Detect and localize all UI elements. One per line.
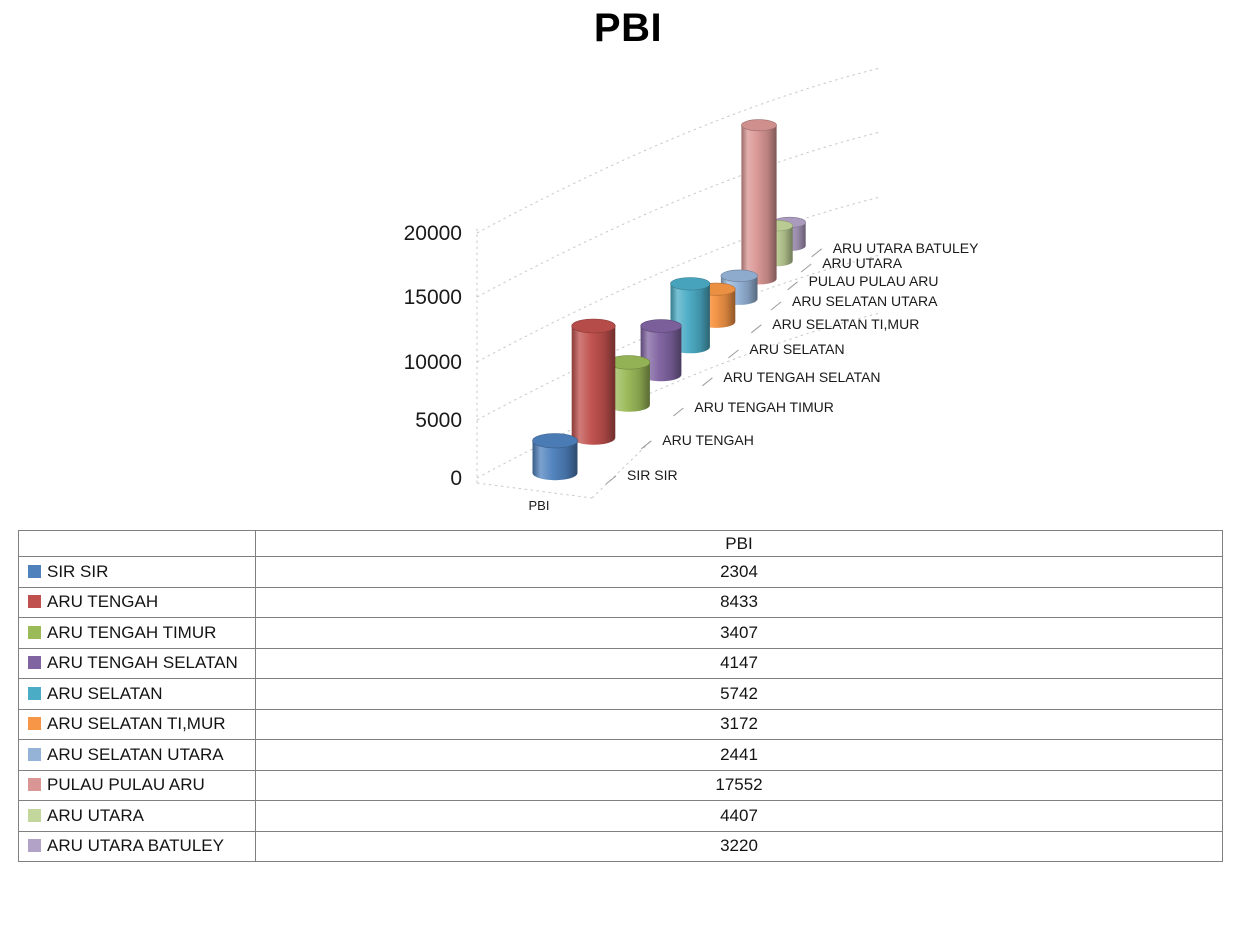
y-tick-label: 20000 — [404, 222, 462, 245]
row-value-cell: 2304 — [255, 556, 1223, 588]
table-row: ARU SELATAN UTARA 2441 — [18, 739, 1223, 771]
row-value-cell: 3172 — [255, 708, 1223, 740]
category-label: ARU UTARA — [822, 255, 903, 271]
cylinder-aru-tengah-timur — [607, 355, 651, 412]
cylinder-pulau-pulau-aru — [741, 119, 777, 285]
y-tick-label: 15000 — [404, 286, 462, 309]
table-row: ARU TENGAH SELATAN 4147 — [18, 647, 1223, 679]
table-row: ARU UTARA BATULEY 3220 — [18, 830, 1223, 862]
y-tick-label: 0 — [450, 467, 462, 490]
legend-swatch — [28, 778, 41, 792]
row-label: ARU UTARA — [47, 805, 144, 825]
row-label: ARU TENGAH SELATAN — [47, 653, 238, 673]
legend-swatch — [28, 839, 41, 853]
legend-swatch — [28, 747, 41, 761]
table-row: ARU TENGAH 8433 — [18, 586, 1223, 618]
category-tick — [673, 407, 684, 417]
floor-right-edge — [591, 441, 651, 499]
header-value-cell: PBI — [255, 530, 1223, 557]
floor-front-edge — [476, 482, 593, 499]
cylinder-aru-tengah — [571, 318, 616, 445]
category-label: ARU TENGAH SELATAN — [723, 369, 880, 385]
header-empty-cell — [18, 530, 256, 557]
row-value-cell: 3220 — [255, 830, 1223, 862]
category-tick — [605, 475, 617, 485]
row-label: ARU UTARA BATULEY — [47, 836, 224, 856]
row-label-cell: ARU UTARA BATULEY — [18, 830, 256, 862]
table-header-row: PBI — [18, 530, 1223, 557]
row-label-cell: ARU UTARA — [18, 800, 256, 832]
table-row: ARU UTARA 4407 — [18, 800, 1223, 832]
category-tick — [750, 324, 762, 334]
row-label: ARU SELATAN — [47, 683, 163, 703]
cylinder-aru-tengah-selatan — [640, 319, 682, 382]
table-row: ARU SELATAN TI,MUR 3172 — [18, 708, 1223, 740]
y-tick-label: 5000 — [415, 409, 462, 432]
row-label: ARU TENGAH — [47, 592, 159, 612]
category-label: ARU UTARA BATULEY — [833, 240, 979, 256]
table-row: SIR SIR 2304 — [18, 556, 1223, 588]
legend-swatch — [28, 595, 41, 609]
category-label: ARU SELATAN TI,MUR — [772, 316, 919, 332]
row-label: SIR SIR — [47, 561, 109, 581]
category-tick — [800, 263, 812, 273]
row-label: ARU SELATAN UTARA — [47, 744, 224, 764]
row-value-cell: 2441 — [255, 739, 1223, 771]
data-table: PBI SIR SIR 2304 ARU TENGAH 8433 ARU TENGAH … — [18, 530, 1223, 862]
row-value-cell: 5742 — [255, 678, 1223, 710]
row-label-cell: ARU SELATAN — [18, 678, 256, 710]
legend-swatch — [28, 717, 41, 731]
category-tick — [770, 301, 782, 311]
category-label: ARU SELATAN UTARA — [792, 293, 938, 309]
row-label: ARU SELATAN TI,MUR — [47, 714, 226, 734]
pbi-3d-cylinder-chart: 0 5000 10000 15000 20000 SIR SIR ARU TENGAH ARU… — [404, 67, 979, 513]
table-row: ARU SELATAN 5742 — [18, 678, 1223, 710]
row-value-cell: 8433 — [255, 586, 1223, 618]
row-label-cell: ARU TENGAH TIMUR — [18, 617, 256, 649]
category-tick — [702, 377, 713, 387]
legend-swatch — [28, 686, 41, 700]
legend-swatch — [28, 656, 41, 670]
row-label-cell: ARU SELATAN TI,MUR — [18, 708, 256, 740]
gridline — [476, 67, 881, 234]
y-tick-label: 10000 — [404, 351, 462, 374]
gridline — [476, 131, 881, 298]
row-label-cell: ARU TENGAH — [18, 586, 256, 618]
row-label-cell: ARU SELATAN UTARA — [18, 739, 256, 771]
category-tick — [787, 281, 798, 291]
category-label: PULAU PULAU ARU — [809, 273, 939, 289]
category-tick — [728, 349, 739, 359]
category-label: ARU SELATAN — [749, 341, 844, 357]
legend-swatch — [28, 808, 41, 822]
row-label: ARU TENGAH TIMUR — [47, 622, 217, 642]
cylinder-sir-sir — [532, 433, 578, 481]
legend-swatch — [28, 564, 41, 578]
row-value-cell: 3407 — [255, 617, 1223, 649]
row-label: PULAU PULAU ARU — [47, 775, 205, 795]
row-label-cell: SIR SIR — [18, 556, 256, 588]
category-label: SIR SIR — [627, 467, 678, 483]
row-label-cell: ARU TENGAH SELATAN — [18, 647, 256, 679]
gridline — [476, 196, 881, 363]
x-axis-label: PBI — [529, 498, 550, 513]
category-label: ARU TENGAH TIMUR — [694, 399, 834, 415]
row-value-cell: 4147 — [255, 647, 1223, 679]
row-value-cell: 17552 — [255, 769, 1223, 801]
chart-title: PBI — [593, 6, 663, 50]
table-row: ARU TENGAH TIMUR 3407 — [18, 617, 1223, 649]
table-row: PULAU PULAU ARU 17552 — [18, 769, 1223, 801]
row-value-cell: 4407 — [255, 800, 1223, 832]
category-label: ARU TENGAH — [662, 432, 754, 448]
legend-swatch — [28, 625, 41, 639]
row-label-cell: PULAU PULAU ARU — [18, 769, 256, 801]
category-tick — [640, 440, 652, 450]
category-tick — [811, 248, 823, 258]
